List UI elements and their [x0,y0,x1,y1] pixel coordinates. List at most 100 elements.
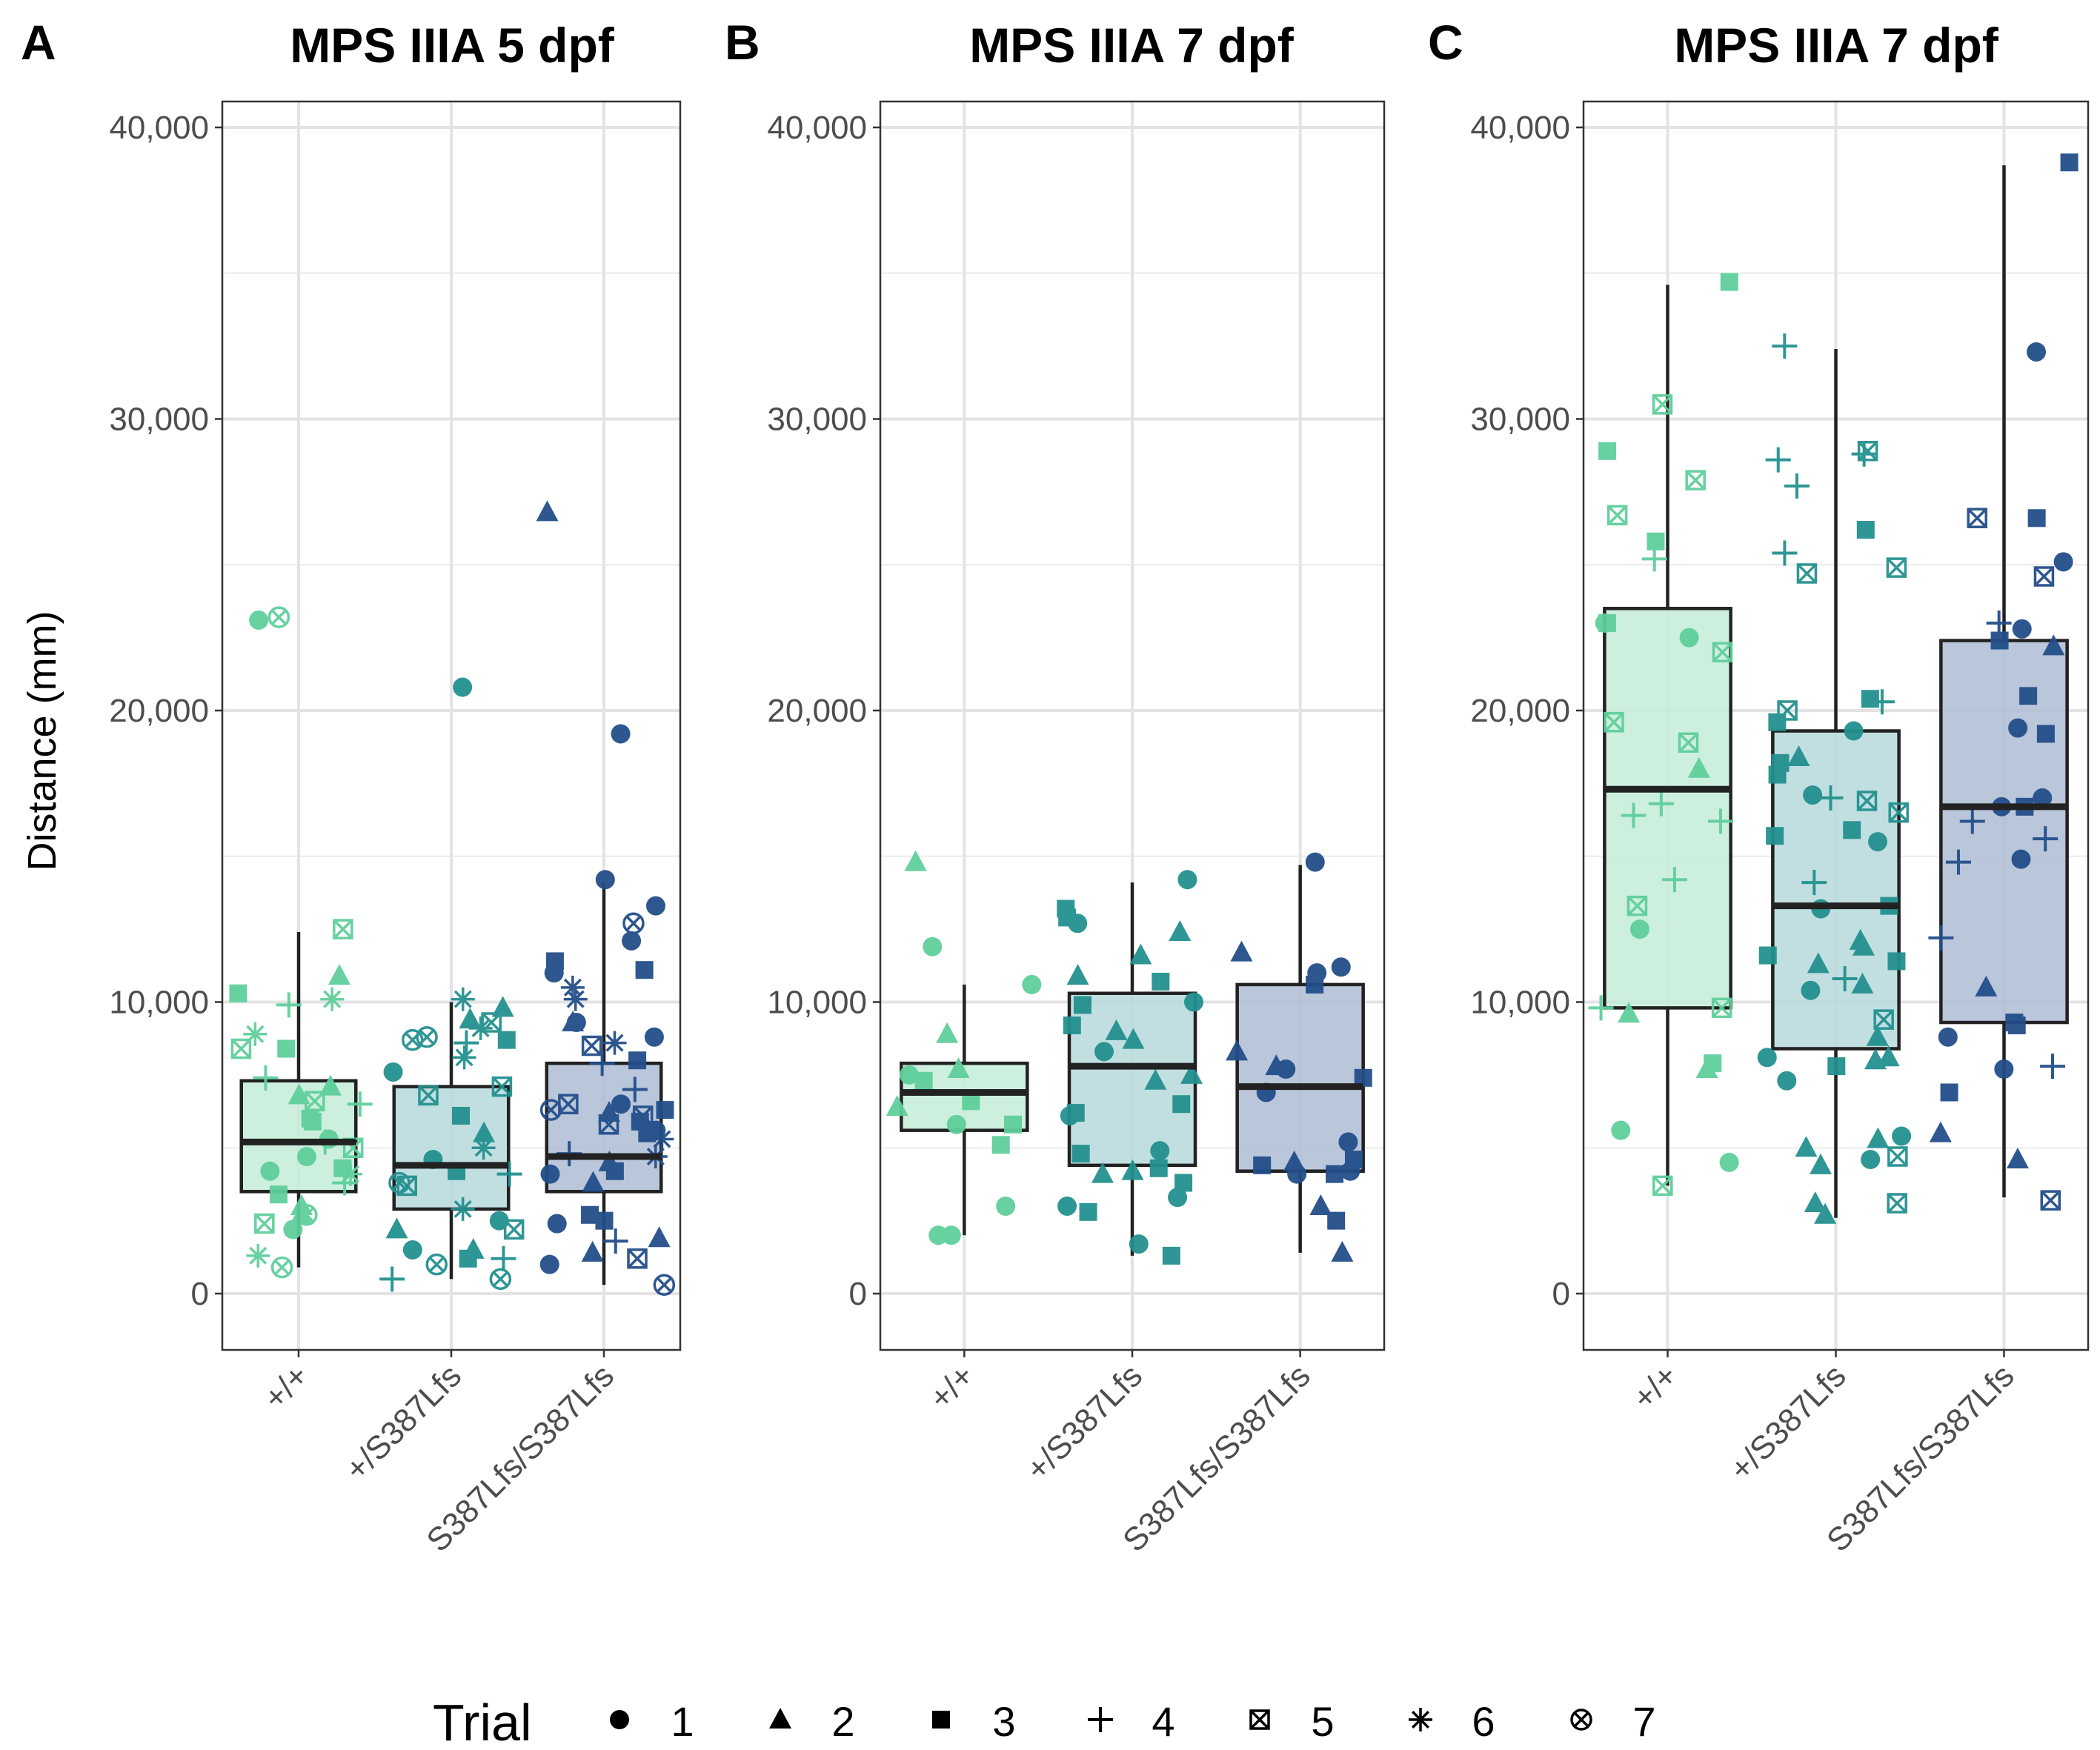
data-point [246,1243,270,1268]
data-point [333,919,353,939]
data-point [1168,1188,1188,1208]
data-point [1787,745,1810,766]
category-label: +/S387Lfs [338,1357,468,1488]
data-point [1929,1121,1952,1142]
data-point [2027,342,2047,362]
data-point [1853,934,1875,956]
data-point [2033,788,2053,808]
data-point [2007,1016,2026,1034]
data-point [1022,974,1042,994]
data-point [582,1171,605,1192]
data-point [1253,1156,1272,1174]
data-point [946,1114,966,1134]
data-point [1959,808,1985,834]
data-point [1768,765,1787,784]
data-point [453,1030,479,1056]
box-iqr [1067,991,1197,1168]
data-point [1704,1054,1722,1073]
data-point [339,1162,363,1186]
y-tick-label: 40,000 [109,110,209,146]
box-iqr [1939,639,2069,1025]
points-1 [1588,273,1739,1197]
data-point [1784,473,1810,499]
data-point [1803,785,1823,805]
data-point [503,1219,525,1240]
data-point [249,610,269,631]
data-point [1938,1027,1958,1047]
legend-label: 2 [831,1698,854,1745]
y-tick-label: 10,000 [109,985,209,1021]
data-point [595,870,615,890]
data-point [1804,1191,1827,1213]
data-point [2012,619,2032,639]
data-point [1994,1059,2014,1079]
legend-item-5: 5 [1249,1698,1335,1745]
category-label: S387Lfs/S387Lfs [1116,1357,1318,1559]
data-point [1867,1127,1890,1148]
points-1 [229,606,373,1279]
data-point [1172,1095,1191,1114]
data-point [491,1245,516,1271]
panel-letter: C [1428,15,1463,70]
data-point [1611,1120,1631,1140]
data-point [260,1161,280,1181]
data-point [1719,1152,1739,1172]
data-point [243,1022,268,1046]
data-point [1598,613,1616,632]
data-point [425,1253,448,1276]
data-point [656,1101,674,1119]
data-point [1094,1042,1114,1062]
data-point [1928,925,1954,951]
data-point [1265,1054,1288,1076]
data-point [1827,1057,1846,1076]
data-point [2053,552,2073,572]
data-point [1866,1025,1889,1046]
data-point [277,1039,296,1058]
data-point [283,1220,303,1240]
data-point [1066,1104,1085,1122]
data-point [473,1121,496,1142]
data-point [914,1071,933,1090]
data-point [581,1240,604,1262]
data-point [1861,690,1879,708]
legend-item-7: 7 [1570,1698,1656,1745]
panel-title: MPS IIIA 7 dpf [1674,18,1999,73]
data-point [1975,975,1998,997]
legend-key [1088,1707,1113,1732]
legend-label: 7 [1632,1698,1655,1745]
data-point [560,975,585,999]
data-point [904,850,927,871]
data-point [1162,1246,1180,1265]
data-point [1873,1009,1894,1030]
data-point [471,1136,496,1160]
data-point [648,1226,671,1248]
legend-label: 6 [1472,1698,1495,1745]
data-point [1856,791,1878,811]
data-point [1004,1115,1023,1134]
legend-key [1249,1709,1270,1730]
y-tick-label: 20,000 [109,693,209,729]
data-point [402,1240,422,1260]
data-point [540,1164,560,1184]
data-point [379,1266,405,1292]
data-point [1079,1202,1097,1221]
data-point [1685,470,1706,490]
data-point [1887,952,1906,971]
data-point [1814,1202,1837,1224]
legend-item-2: 2 [769,1698,855,1745]
data-point [1122,1028,1145,1049]
data-point [1058,908,1077,927]
data-point [1226,1039,1249,1061]
y-tick-label: 20,000 [1470,693,1570,729]
data-point [1940,1083,1958,1102]
data-point [1945,849,1971,875]
category-label: +/+ [256,1357,316,1417]
data-point [1843,821,1861,839]
data-point [885,1095,908,1117]
data-point [270,1256,293,1279]
data-point [611,724,631,744]
data-point [1071,1145,1090,1163]
data-point [1641,546,1667,572]
data-point [1331,957,1351,977]
